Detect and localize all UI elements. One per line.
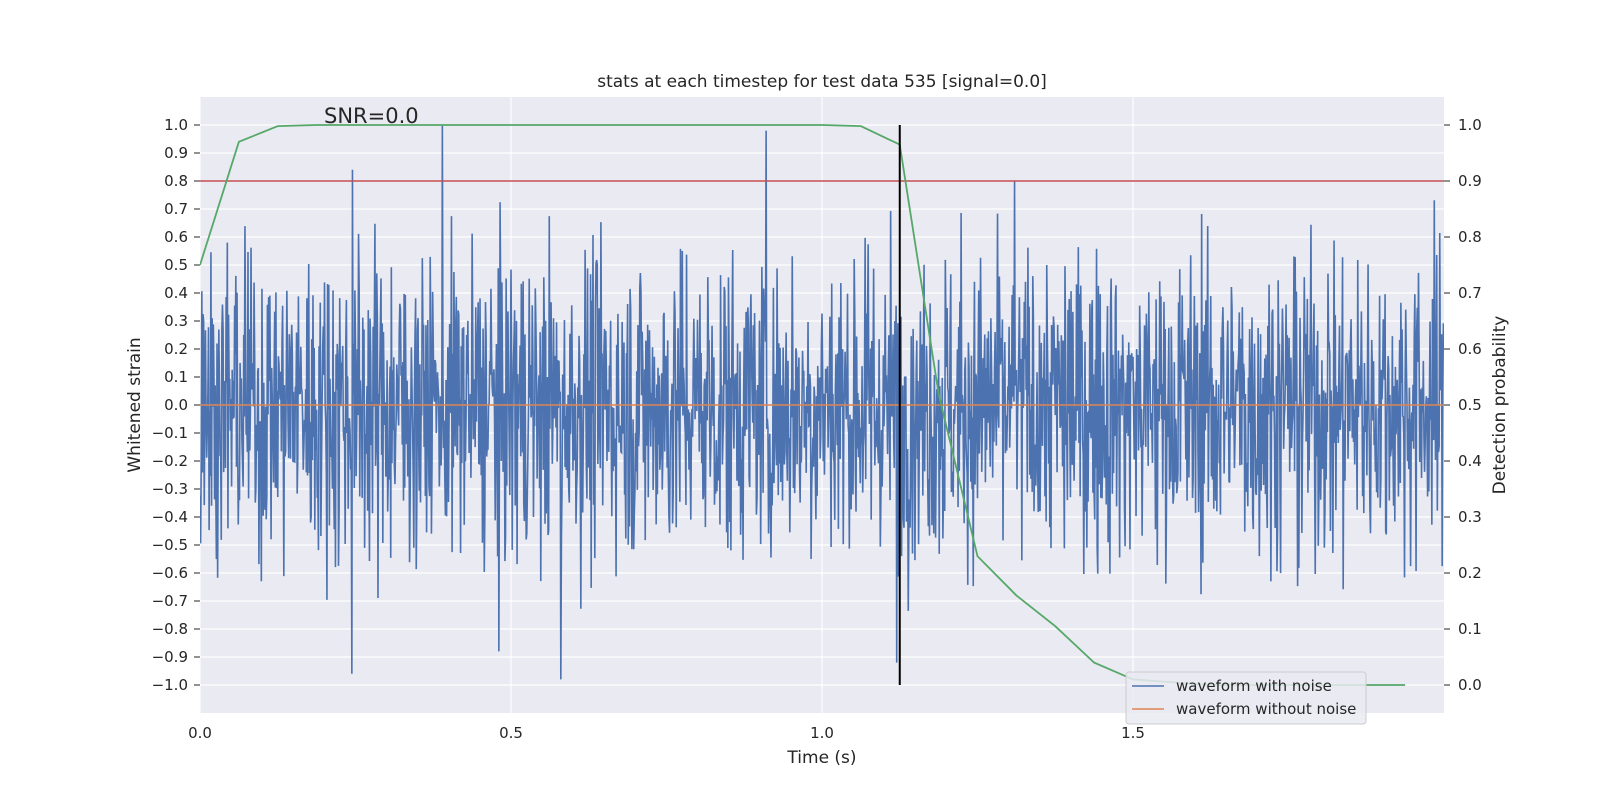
y-left-tick-label: −1.0 xyxy=(152,676,188,694)
legend-box xyxy=(1125,671,1367,725)
y-right-tick-label: 0.3 xyxy=(1458,508,1482,526)
y-left-tick-label: −0.2 xyxy=(152,452,188,470)
x-tick-label: 0.5 xyxy=(499,724,523,742)
y-left-tick-label: 1.0 xyxy=(164,116,188,134)
y-right-tick-label: 0.2 xyxy=(1458,564,1482,582)
y-left-tick-label: 0.8 xyxy=(164,172,188,190)
legend-label-noise: waveform with noise xyxy=(1176,677,1332,695)
legend: waveform with noise waveform without noi… xyxy=(1125,671,1367,725)
y-left-tick-labels: 1.0 0.9 0.8 0.7 0.6 0.5 0.4 0.3 0.2 0.1 0.0 −0.1 −0.… xyxy=(152,116,200,694)
y-left-axis-label: Whitened strain xyxy=(125,337,145,472)
y-left-tick-label: −0.4 xyxy=(152,508,188,526)
y-left-tick-label: 0.1 xyxy=(164,368,188,386)
y-left-tick-label: 0.7 xyxy=(164,200,188,218)
snr-annotation: SNR=0.0 xyxy=(324,104,419,128)
y-left-tick-label: −0.7 xyxy=(152,592,188,610)
y-left-tick-label: −0.3 xyxy=(152,480,188,498)
y-right-tick-label: 0.0 xyxy=(1458,676,1482,694)
chart-title: stats at each timestep for test data 535… xyxy=(597,72,1047,92)
y-left-tick-label: 0.0 xyxy=(164,396,188,414)
y-left-tick-label: −0.6 xyxy=(152,564,188,582)
y-left-tick-label: 0.9 xyxy=(164,144,188,162)
series-waveform-with-noise xyxy=(200,124,1444,680)
y-left-tick-label: −0.5 xyxy=(152,536,188,554)
y-right-tick-label: 0.1 xyxy=(1458,620,1482,638)
y-left-tick-label: 0.5 xyxy=(164,256,188,274)
x-tick-label: 0.0 xyxy=(188,724,212,742)
y-left-tick-label: 0.2 xyxy=(164,340,188,358)
y-left-tick-label: 0.3 xyxy=(164,312,188,330)
legend-label-clean: waveform without noise xyxy=(1176,700,1356,718)
x-axis-label: Time (s) xyxy=(786,748,856,768)
y-right-tick-label: 0.8 xyxy=(1458,228,1482,246)
x-tick-label: 1.5 xyxy=(1121,724,1145,742)
y-left-tick-label: 0.4 xyxy=(164,284,188,302)
y-left-tick-label: −0.1 xyxy=(152,424,188,442)
y-right-tick-label: 0.9 xyxy=(1458,172,1482,190)
x-tick-label: 1.0 xyxy=(810,724,834,742)
y-right-tick-label: 0.7 xyxy=(1458,284,1482,302)
y-right-tick-labels: 1.0 0.9 0.8 0.7 0.6 0.5 0.4 0.3 0.2 0.1 0.0 xyxy=(1444,116,1482,694)
y-right-axis-label: Detection probability xyxy=(1490,316,1510,495)
y-left-tick-label: 0.6 xyxy=(164,228,188,246)
y-right-tick-label: 0.5 xyxy=(1458,396,1482,414)
y-right-tick-label: 1.0 xyxy=(1458,116,1482,134)
y-left-tick-label: −0.9 xyxy=(152,648,188,666)
y-right-tick-label: 0.6 xyxy=(1458,340,1482,358)
y-right-tick-label: 0.4 xyxy=(1458,452,1482,470)
y-left-tick-label: −0.8 xyxy=(152,620,188,638)
x-tick-labels: 0.0 0.5 1.0 1.5 xyxy=(188,724,1145,742)
